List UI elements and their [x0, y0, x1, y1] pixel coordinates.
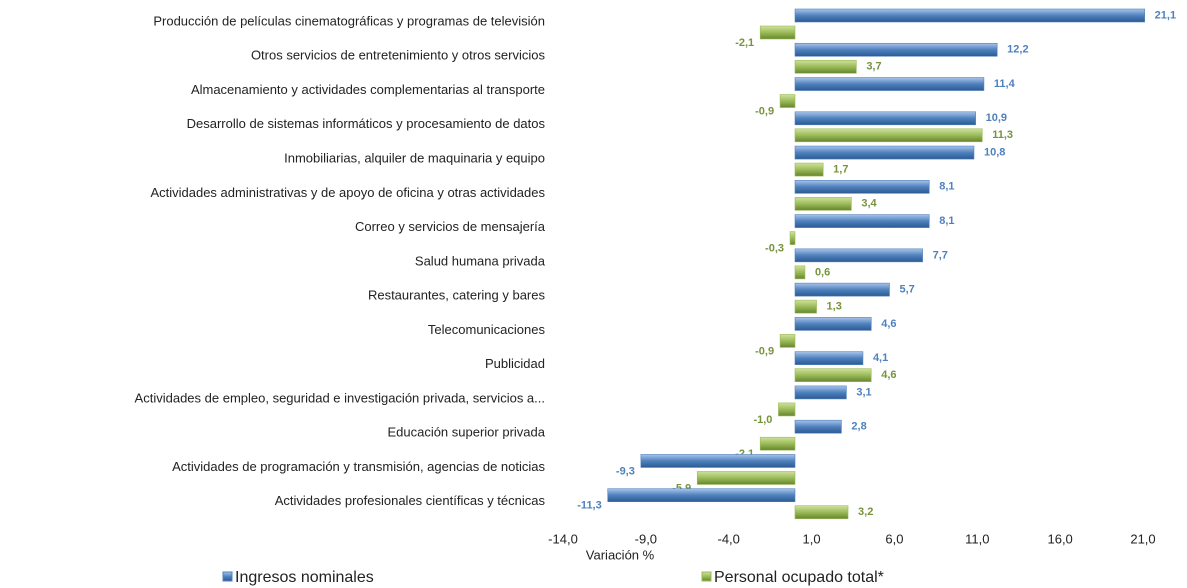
bar	[759, 436, 796, 451]
category-label: Actividades de programación y transmisió…	[172, 459, 545, 474]
category-label: Inmobiliarias, alquiler de maquinaria y …	[284, 151, 545, 166]
value-label: -11,3	[577, 500, 601, 512]
value-label: 11,3	[992, 129, 1013, 141]
value-label: 7,7	[933, 249, 948, 261]
category-label: Actividades profesionales científicas y …	[275, 493, 546, 508]
value-label: 3,1	[856, 386, 871, 398]
bar	[794, 351, 864, 365]
category-label: Telecomunicaciones	[428, 322, 546, 337]
value-label: 8,1	[939, 215, 954, 227]
bar	[794, 248, 923, 263]
category-label: Actividades administrativas y de apoyo d…	[150, 185, 545, 200]
value-label: 21,1	[1155, 9, 1176, 21]
value-label: 2,8	[851, 421, 866, 433]
x-tick-label: 1,0	[803, 531, 821, 546]
category-label: Correo y servicios de mensajería	[355, 219, 546, 234]
bar	[759, 25, 796, 40]
x-tick-label: 21,0	[1130, 531, 1155, 546]
category-label: Producción de películas cinematográficas…	[153, 13, 545, 28]
bar	[640, 454, 796, 468]
value-label: 1,7	[833, 163, 848, 175]
x-tick-label: 11,0	[965, 531, 989, 546]
x-tick-label: 16,0	[1047, 531, 1072, 546]
value-label: -9,3	[616, 465, 635, 477]
x-axis-label: Variación %	[586, 547, 655, 562]
bar	[794, 145, 975, 160]
value-label: -0,9	[755, 345, 774, 357]
bar	[794, 59, 857, 74]
legend-label: Personal ocupado total*	[714, 569, 884, 586]
value-label: 5,7	[899, 284, 914, 296]
bar	[794, 299, 817, 314]
category-label: Educación superior privada	[387, 425, 545, 440]
bar	[696, 471, 796, 485]
value-label: 0,6	[815, 266, 830, 278]
value-label: 4,6	[881, 369, 896, 381]
bar	[607, 488, 796, 503]
bar	[794, 111, 976, 126]
bar	[794, 42, 998, 57]
bar	[794, 77, 985, 91]
bar	[794, 317, 872, 331]
value-label: 8,1	[939, 181, 954, 193]
value-label: 12,2	[1007, 44, 1028, 56]
bar	[794, 197, 852, 211]
bar	[794, 265, 806, 280]
value-label: -1,0	[753, 414, 772, 426]
category-label: Restaurantes, catering y bares	[368, 288, 546, 303]
value-label: 4,6	[881, 318, 896, 330]
value-label: -0,9	[755, 105, 774, 117]
legend-swatch	[701, 571, 712, 582]
category-label: Almacenamiento y actividades complementa…	[191, 82, 545, 97]
bar	[794, 385, 847, 400]
value-label: 4,1	[873, 352, 888, 364]
value-label: 3,7	[866, 61, 881, 73]
x-tick-label: -9,0	[635, 531, 657, 546]
bar	[794, 368, 872, 382]
bar	[778, 402, 796, 417]
value-label: -0,3	[765, 243, 784, 255]
category-label: Salud humana privada	[415, 253, 546, 268]
value-label: 3,4	[861, 198, 877, 210]
x-tick-label: -14,0	[548, 531, 578, 546]
bar	[794, 419, 842, 434]
value-label: -2,1	[735, 37, 754, 49]
bar	[794, 214, 930, 228]
bar	[794, 282, 890, 297]
value-label: 1,3	[827, 301, 842, 313]
legend-swatch	[222, 571, 233, 582]
legend-label: Ingresos nominales	[235, 569, 374, 586]
value-label: 10,8	[984, 146, 1005, 158]
value-label: 11,4	[994, 78, 1016, 90]
category-label: Desarrollo de sistemas informáticos y pr…	[187, 116, 546, 131]
bar	[779, 94, 796, 108]
bar	[794, 8, 1145, 23]
bar	[779, 334, 796, 348]
category-label: Otros servicios de entretenimiento y otr…	[251, 48, 546, 63]
category-label: Actividades de empleo, seguridad e inves…	[135, 390, 545, 405]
x-tick-label: 6,0	[885, 531, 903, 546]
bar	[794, 505, 849, 520]
bar	[789, 231, 796, 245]
x-tick-label: -4,0	[718, 531, 740, 546]
bar	[794, 180, 930, 194]
value-label: 10,9	[986, 112, 1007, 124]
value-label: 3,2	[858, 506, 873, 518]
bar	[794, 128, 983, 143]
bar	[794, 162, 824, 177]
category-label: Publicidad	[485, 356, 545, 371]
